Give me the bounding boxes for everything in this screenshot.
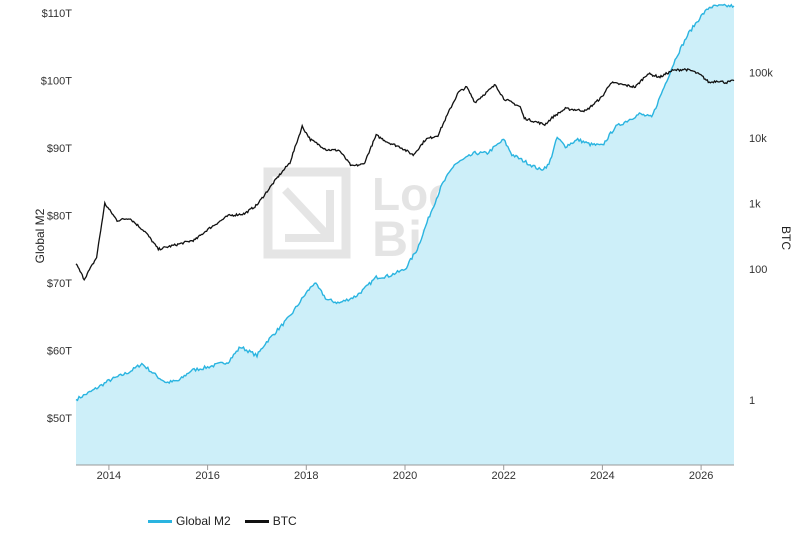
legend-item-btc[interactable]: BTC bbox=[244, 514, 297, 528]
right-tick-label: 100k bbox=[749, 68, 773, 80]
left-tick-label: $80T bbox=[47, 210, 72, 222]
legend: Global M2 BTC bbox=[148, 514, 311, 528]
left-tick-label: $90T bbox=[47, 143, 72, 155]
x-tick-label: 2014 bbox=[97, 470, 121, 482]
x-tick-label: 2018 bbox=[294, 470, 318, 482]
left-tick-label: $70T bbox=[47, 278, 72, 290]
left-tick-label: $60T bbox=[47, 345, 72, 357]
right-tick-label: 10k bbox=[749, 133, 767, 145]
x-tick-label: 2026 bbox=[689, 470, 713, 482]
series-global-m2-area bbox=[76, 4, 734, 466]
watermark-box bbox=[263, 167, 351, 259]
legend-swatch-btc bbox=[244, 519, 269, 523]
x-tick-label: 2016 bbox=[195, 470, 219, 482]
x-tick-label: 2024 bbox=[590, 470, 614, 482]
left-axis-title: Global M2 bbox=[33, 208, 47, 263]
right-tick-label: 1 bbox=[749, 395, 755, 407]
right-tick-label: 1k bbox=[749, 199, 761, 211]
series-global-m2-line bbox=[75, 3, 735, 402]
legend-item-global-m2[interactable]: Global M2 bbox=[148, 514, 231, 528]
left-tick-label: $50T bbox=[47, 413, 72, 425]
x-tick-label: 2022 bbox=[491, 470, 515, 482]
legend-label-btc: BTC bbox=[272, 514, 297, 528]
left-tick-label: $110T bbox=[42, 8, 73, 20]
legend-label-global-m2: Global M2 bbox=[176, 514, 231, 528]
right-tick-label: 100 bbox=[749, 264, 767, 276]
watermark-mark bbox=[282, 187, 334, 242]
legend-swatch-global-m2 bbox=[148, 519, 172, 523]
right-axis-title: BTC bbox=[779, 226, 793, 250]
series-btc-line bbox=[75, 67, 735, 282]
x-tick-label: 2020 bbox=[393, 470, 417, 482]
left-tick-label: $100T bbox=[41, 75, 72, 87]
